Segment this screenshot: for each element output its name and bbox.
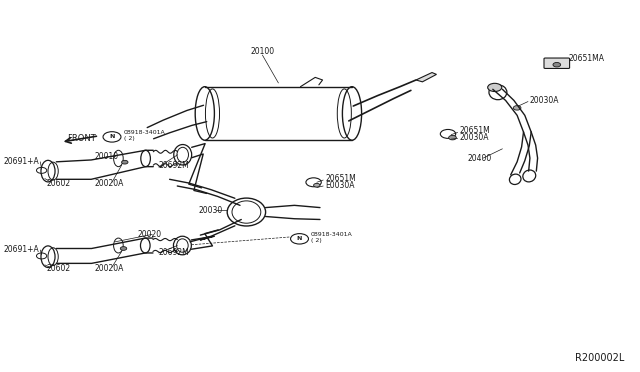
Text: 20651M: 20651M <box>460 126 490 135</box>
Text: ( 2): ( 2) <box>124 136 134 141</box>
Circle shape <box>513 106 521 110</box>
Circle shape <box>449 135 456 140</box>
Text: 08918-3401A: 08918-3401A <box>311 232 353 237</box>
FancyBboxPatch shape <box>544 58 570 68</box>
Text: 20030A: 20030A <box>530 96 559 105</box>
Text: 20692M: 20692M <box>159 161 189 170</box>
Polygon shape <box>416 73 436 82</box>
Text: 20020A: 20020A <box>95 264 124 273</box>
Circle shape <box>553 62 561 67</box>
Text: 20400: 20400 <box>467 154 492 163</box>
Circle shape <box>314 183 320 187</box>
Text: 20030A: 20030A <box>460 133 489 142</box>
Text: 20651MA: 20651MA <box>568 54 604 63</box>
Text: 20691+A: 20691+A <box>3 157 39 166</box>
Text: E0030A: E0030A <box>325 181 355 190</box>
Text: 20100: 20100 <box>250 47 275 56</box>
Text: 20030: 20030 <box>198 206 223 215</box>
Text: 20651M: 20651M <box>325 174 356 183</box>
Text: 20010: 20010 <box>95 152 119 161</box>
Text: ( 2): ( 2) <box>311 238 322 243</box>
Text: 08918-3401A: 08918-3401A <box>124 130 165 135</box>
Text: 20602: 20602 <box>46 179 70 187</box>
Text: FRONT: FRONT <box>67 134 96 143</box>
Text: 20692M: 20692M <box>159 248 189 257</box>
Circle shape <box>122 160 128 164</box>
Text: 20020: 20020 <box>138 230 162 239</box>
Text: 20691+A: 20691+A <box>3 246 39 254</box>
Ellipse shape <box>488 83 502 92</box>
Text: 20602: 20602 <box>46 264 70 273</box>
Text: R200002L: R200002L <box>575 353 624 363</box>
Circle shape <box>120 247 127 250</box>
Text: N: N <box>297 236 302 241</box>
Text: N: N <box>109 134 115 140</box>
Text: 20020A: 20020A <box>95 179 124 187</box>
